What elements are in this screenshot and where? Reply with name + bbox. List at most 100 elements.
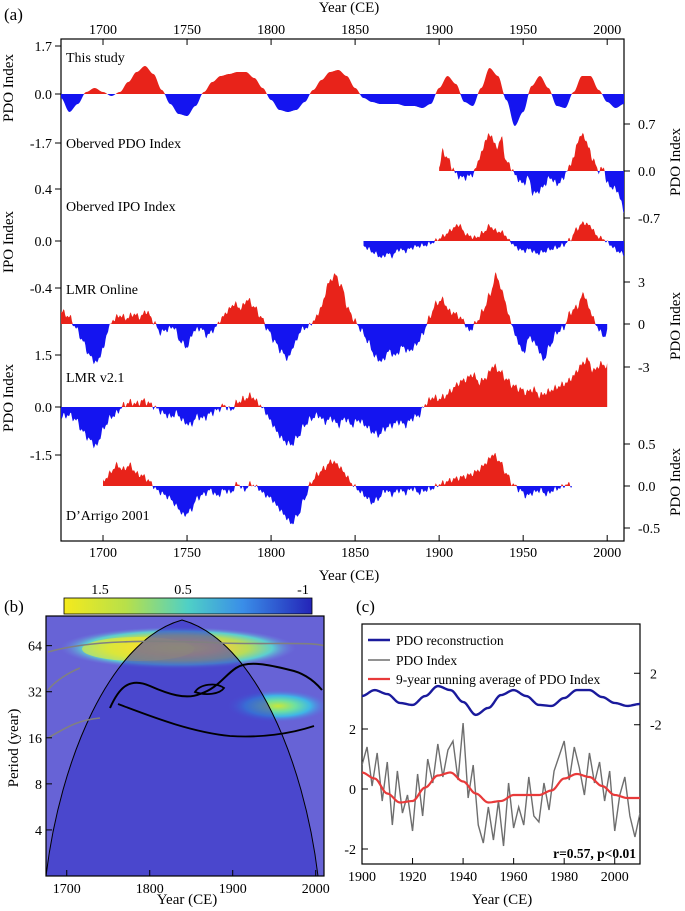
panel-b-label: (b) — [4, 597, 24, 616]
b-ytick-label-8: 8 — [35, 778, 42, 793]
d-arrigo-2001-ytick-label-2: -0.5 — [638, 522, 660, 537]
d-arrigo-2001-series-label: D’Arrigo 2001 — [66, 509, 150, 524]
lmr-v2-1-ytick-label-2: -1.5 — [30, 449, 52, 464]
b-xtick-label-1900: 1900 — [219, 882, 247, 897]
panel-a-bottom-ticks: 1700 1750 1800 1850 1900 1950 2000 — [89, 535, 621, 561]
this-study-series-label: This study — [66, 51, 125, 66]
panel-c-line-chart: (c) 1900 1920 1940 1960 1980 2000 2 0 -2 2 -2 PDO … — [344, 597, 661, 908]
oberved-pdo-index-ytick-label-1: 0.0 — [638, 165, 656, 180]
lmr-online-positive-area — [61, 272, 608, 324]
b-ytick-label-4: 4 — [35, 824, 42, 839]
significance-contour-grey-upper — [47, 640, 324, 653]
c-ytick-left-label-0: 0 — [349, 783, 356, 798]
this-study-ytick-label-2: -1.7 — [30, 137, 52, 152]
oberved-ipo-index-y-axis-title: IPO Index — [1, 210, 17, 273]
top-tick-label-1850: 1850 — [341, 23, 369, 38]
cone-of-influence-line — [46, 619, 319, 876]
bottom-tick-label-1700: 1700 — [89, 546, 117, 561]
this-study-y-axis: 1.7 0.0 -1.7 PDO Index — [1, 40, 61, 152]
bottom-tick-label-1750: 1750 — [173, 546, 201, 561]
this-study-positive-area — [61, 66, 624, 94]
c-ytick-right-label--2: -2 — [650, 719, 662, 734]
this-study-y-axis-title: PDO Index — [1, 54, 17, 122]
this-study-ytick-label-0: 1.7 — [35, 40, 53, 55]
panel-a-x-axis-title: Year (CE) — [319, 568, 380, 584]
top-tick-label-2000: 2000 — [593, 23, 621, 38]
colorbar-label-high: 1.5 — [91, 583, 109, 598]
lmr-online-y-axis: 3 0 -3 PDO Index — [624, 276, 684, 376]
lmr-online-series-label: LMR Online — [66, 283, 138, 298]
oberved-ipo-index-y-axis: 0.4 0.0 -0.4 IPO Index — [1, 183, 61, 297]
legend-label-pdo-reconstruction: PDO reconstruction — [396, 633, 504, 648]
oberved-ipo-index-ytick-label-2: -0.4 — [30, 282, 52, 297]
oberved-pdo-index-series-label: Oberved PDO Index — [66, 137, 181, 152]
c-xtick-label-1920: 1920 — [399, 870, 427, 885]
panel-b-wavelet-chart: (b) 1.5 0.5 -1 1700 1800 1900 200048163264 … — [4, 583, 330, 908]
significance-contour-grey-left — [47, 667, 81, 691]
series-d-arrigo-2001: D’Arrigo 2001 — [66, 452, 572, 525]
c-ytick-left-label--2: -2 — [344, 843, 356, 858]
significance-contour-black-small — [193, 683, 226, 695]
lmr-v2-1-negative-area — [61, 407, 608, 449]
panel-a-stacked-index-chart: (a) Year (CE) 1700 1750 1800 1850 1900 1950 20… — [1, 0, 684, 584]
legend-label-pdo-index: PDO Index — [396, 653, 457, 668]
this-study-negative-area — [61, 94, 624, 126]
series-lmr-online: LMR Online — [61, 272, 608, 365]
wavelet-plot-area — [46, 616, 324, 876]
top-tick-label-1800: 1800 — [257, 23, 285, 38]
lmr-online-ytick-label-2: -3 — [638, 361, 650, 376]
oberved-pdo-index-ytick-label-2: -0.7 — [638, 212, 660, 227]
d-arrigo-2001-ytick-label-1: 0.0 — [638, 480, 656, 495]
legend-label-running-average: 9-year running average of PDO Index — [396, 672, 601, 687]
oberved-ipo-index-positive-area — [363, 221, 624, 241]
oberved-ipo-index-series-label: Oberved IPO Index — [66, 200, 176, 215]
lmr-online-ytick-label-1: 0 — [638, 318, 645, 333]
lmr-v2-1-ytick-label-1: 0.0 — [35, 401, 53, 416]
series-lmr-v2-1: LMR v2.1 — [61, 356, 608, 449]
c-ytick-right-label-2: 2 — [650, 667, 657, 682]
oberved-pdo-index-y-axis: 0.7 0.0 -0.7 PDO Index — [624, 118, 684, 227]
panel-c-label: (c) — [356, 597, 375, 616]
panel-a-top-axis-title: Year (CE) — [319, 0, 380, 16]
lmr-v2-1-y-axis: 1.5 0.0 -1.5 PDO Index — [1, 349, 61, 464]
colorbar-label-low: -1 — [297, 583, 309, 598]
lmr-v2-1-series-label: LMR v2.1 — [66, 371, 124, 386]
b-xtick-label-2000: 2000 — [302, 882, 330, 897]
d-arrigo-2001-ytick-label-0: 0.5 — [638, 438, 656, 453]
pdo-reconstruction-line — [362, 684, 640, 717]
cone-of-influence-fill — [46, 620, 318, 876]
oberved-ipo-index-ytick-label-1: 0.0 — [35, 235, 53, 250]
bottom-tick-label-1900: 1900 — [425, 546, 453, 561]
panel-c-series-group — [362, 684, 640, 847]
bottom-tick-label-1800: 1800 — [257, 546, 285, 561]
top-tick-label-1950: 1950 — [509, 23, 537, 38]
colorbar-label-mid: 0.5 — [174, 583, 192, 598]
c-xtick-label-2000: 2000 — [601, 870, 629, 885]
lmr-v2-1-ytick-label-0: 1.5 — [35, 349, 53, 364]
c-xtick-label-1960: 1960 — [500, 870, 528, 885]
bottom-tick-label-1950: 1950 — [509, 546, 537, 561]
b-xtick-label-1700: 1700 — [53, 882, 81, 897]
d-arrigo-2001-negative-area — [103, 486, 572, 525]
this-study-ytick-label-1: 0.0 — [35, 88, 53, 103]
panel-a-frame — [60, 38, 625, 542]
b-xtick-label-1800: 1800 — [136, 882, 164, 897]
panel-b-x-axis-title: Year (CE) — [157, 892, 218, 908]
oberved-ipo-index-ytick-label-0: 0.4 — [35, 183, 53, 198]
oberved-pdo-index-ytick-label-0: 0.7 — [638, 118, 656, 133]
top-tick-label-1700: 1700 — [89, 23, 117, 38]
c-xtick-label-1980: 1980 — [550, 870, 578, 885]
significance-contour-black-main — [109, 662, 323, 709]
panel-b-frame — [45, 615, 325, 877]
top-tick-label-1750: 1750 — [173, 23, 201, 38]
oberved-pdo-index-negative-area — [439, 171, 624, 214]
significance-contour-black-lower — [117, 703, 315, 738]
d-arrigo-2001-y-axis-title: PDO Index — [668, 448, 684, 516]
series-oberved-pdo-index: Oberved PDO Index — [66, 132, 624, 214]
panel-a-top-ticks: 1700 1750 1800 1850 1900 1950 2000 — [89, 23, 621, 45]
panel-c-legend: PDO reconstruction PDO Index 9-year runn… — [368, 633, 601, 687]
bottom-tick-label-2000: 2000 — [593, 546, 621, 561]
top-tick-label-1900: 1900 — [425, 23, 453, 38]
oberved-ipo-index-negative-area — [363, 241, 624, 259]
